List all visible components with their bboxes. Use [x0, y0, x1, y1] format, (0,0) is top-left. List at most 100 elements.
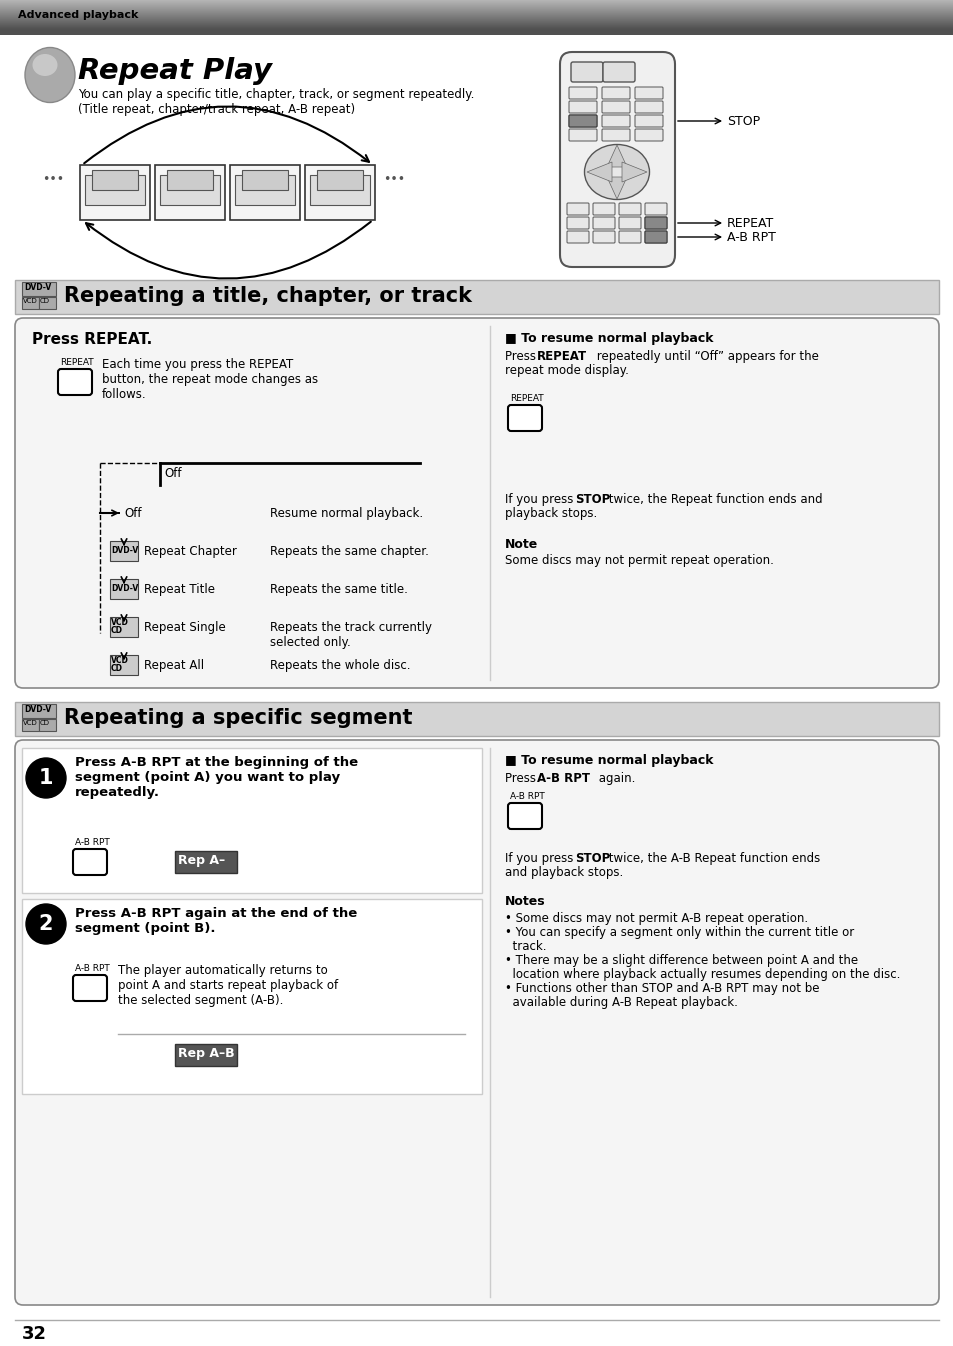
Text: Each time you press the REPEAT
button, the repeat mode changes as
follows.: Each time you press the REPEAT button, t… — [102, 358, 317, 401]
Bar — [110, 616, 138, 637]
Text: location where playback actually resumes depending on the disc.: location where playback actually resumes… — [504, 968, 900, 981]
FancyBboxPatch shape — [73, 849, 107, 875]
Text: STOP: STOP — [575, 852, 610, 865]
Text: Press: Press — [504, 773, 539, 785]
Text: Repeating a title, chapter, or track: Repeating a title, chapter, or track — [64, 285, 472, 306]
Polygon shape — [606, 145, 626, 167]
Text: STOP: STOP — [726, 114, 760, 128]
Text: twice, the Repeat function ends and: twice, the Repeat function ends and — [604, 493, 821, 506]
Text: REPEAT: REPEAT — [537, 350, 586, 363]
Bar — [80, 166, 150, 219]
Bar — [167, 170, 213, 190]
Text: DVD-V: DVD-V — [24, 705, 51, 713]
Ellipse shape — [584, 144, 649, 199]
Text: CD: CD — [40, 720, 50, 725]
Bar — [110, 656, 138, 674]
Text: VCD: VCD — [111, 618, 129, 627]
Bar — [160, 175, 220, 205]
Bar — [15, 703, 938, 736]
Text: Off: Off — [124, 507, 141, 520]
Text: Repeats the track currently
selected only.: Repeats the track currently selected onl… — [270, 621, 432, 649]
Bar — [305, 166, 375, 219]
Text: Advanced playback: Advanced playback — [18, 9, 138, 20]
Text: Press REPEAT.: Press REPEAT. — [32, 332, 152, 347]
Bar — [22, 899, 481, 1094]
Text: REPEAT: REPEAT — [510, 394, 543, 402]
Text: If you press: If you press — [504, 493, 577, 506]
Text: Note: Note — [504, 538, 537, 551]
FancyBboxPatch shape — [593, 217, 615, 229]
Bar — [316, 170, 363, 190]
Text: twice, the A-B Repeat function ends: twice, the A-B Repeat function ends — [604, 852, 820, 865]
Text: A-B RPT: A-B RPT — [726, 232, 775, 244]
Text: A-B RPT: A-B RPT — [75, 964, 110, 973]
FancyBboxPatch shape — [635, 114, 662, 127]
Text: CD: CD — [40, 297, 50, 304]
Text: and playback stops.: and playback stops. — [504, 865, 622, 879]
Text: • Some discs may not permit A-B repeat operation.: • Some discs may not permit A-B repeat o… — [504, 913, 807, 925]
FancyBboxPatch shape — [571, 62, 602, 82]
Text: Repeat Single: Repeat Single — [144, 621, 226, 634]
FancyBboxPatch shape — [644, 232, 666, 244]
FancyBboxPatch shape — [601, 114, 629, 127]
Bar — [85, 175, 145, 205]
Text: A-B RPT: A-B RPT — [537, 773, 589, 785]
FancyBboxPatch shape — [644, 217, 666, 229]
Bar — [230, 166, 299, 219]
Text: playback stops.: playback stops. — [504, 507, 597, 520]
Text: Off: Off — [164, 467, 181, 481]
Bar — [242, 170, 288, 190]
Polygon shape — [621, 162, 646, 182]
Text: Notes: Notes — [504, 895, 545, 909]
Text: REPEAT: REPEAT — [726, 217, 774, 230]
FancyBboxPatch shape — [618, 203, 640, 215]
Text: Rep A–B: Rep A–B — [178, 1047, 234, 1061]
Circle shape — [26, 758, 66, 798]
FancyBboxPatch shape — [601, 129, 629, 141]
Text: 1: 1 — [39, 769, 53, 787]
Text: CD: CD — [111, 664, 123, 673]
Text: 2: 2 — [39, 914, 53, 934]
Text: Some discs may not permit repeat operation.: Some discs may not permit repeat operati… — [504, 555, 773, 567]
FancyBboxPatch shape — [644, 203, 666, 215]
FancyBboxPatch shape — [58, 369, 91, 394]
FancyBboxPatch shape — [568, 101, 597, 113]
Text: VCD: VCD — [111, 656, 129, 665]
Text: •••: ••• — [42, 174, 64, 186]
Text: Press: Press — [504, 350, 539, 363]
FancyBboxPatch shape — [635, 101, 662, 113]
Bar — [39, 297, 56, 310]
FancyArrowPatch shape — [86, 222, 371, 279]
Text: Repeat Title: Repeat Title — [144, 583, 214, 596]
FancyBboxPatch shape — [566, 232, 588, 244]
Ellipse shape — [32, 54, 57, 75]
FancyBboxPatch shape — [507, 804, 541, 829]
Bar — [22, 748, 481, 892]
Text: ■ To resume normal playback: ■ To resume normal playback — [504, 332, 713, 345]
Text: • Functions other than STOP and A-B RPT may not be: • Functions other than STOP and A-B RPT … — [504, 983, 819, 995]
Text: VCD: VCD — [23, 297, 38, 304]
Polygon shape — [586, 162, 612, 182]
Text: Repeat Play: Repeat Play — [78, 57, 272, 85]
Text: DVD-V: DVD-V — [24, 283, 51, 292]
Text: A-B RPT: A-B RPT — [75, 839, 110, 847]
Text: If you press: If you press — [504, 852, 577, 865]
Bar — [22, 297, 39, 310]
FancyBboxPatch shape — [73, 975, 107, 1001]
Text: available during A-B Repeat playback.: available during A-B Repeat playback. — [504, 996, 737, 1010]
Text: • You can specify a segment only within the current title or: • You can specify a segment only within … — [504, 926, 853, 940]
FancyBboxPatch shape — [568, 87, 597, 100]
FancyBboxPatch shape — [601, 101, 629, 113]
Text: Repeats the same chapter.: Repeats the same chapter. — [270, 545, 429, 559]
FancyBboxPatch shape — [618, 232, 640, 244]
Bar — [174, 1044, 236, 1066]
FancyBboxPatch shape — [15, 740, 938, 1306]
Bar — [154, 166, 225, 219]
Text: REPEAT: REPEAT — [60, 358, 93, 367]
Circle shape — [26, 905, 66, 944]
FancyBboxPatch shape — [568, 114, 597, 127]
FancyBboxPatch shape — [566, 217, 588, 229]
Text: 32: 32 — [22, 1324, 47, 1343]
Text: (Title repeat, chapter/track repeat, A-B repeat): (Title repeat, chapter/track repeat, A-B… — [78, 104, 355, 116]
Text: Repeating a specific segment: Repeating a specific segment — [64, 708, 412, 728]
